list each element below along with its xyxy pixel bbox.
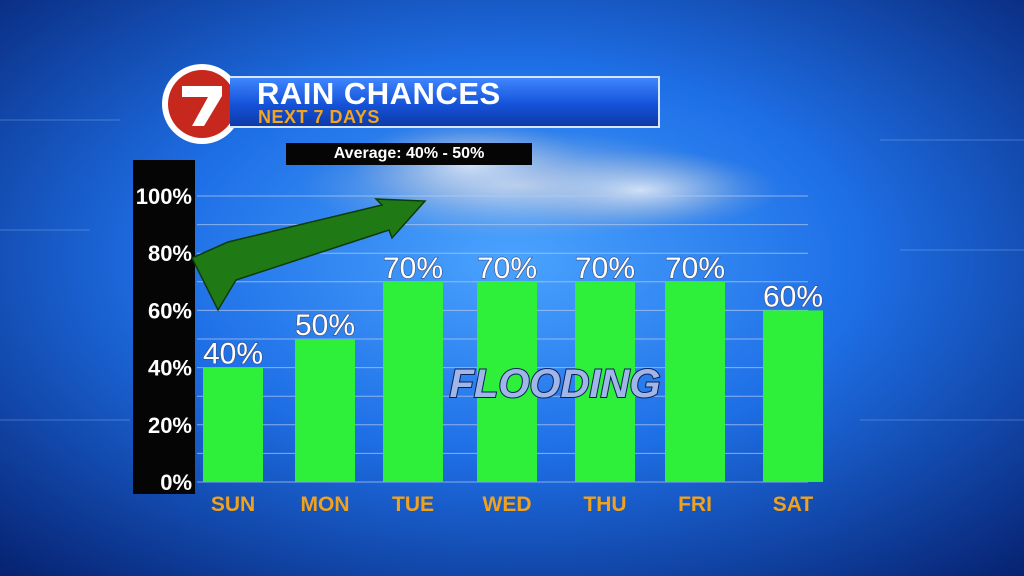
title-bar xyxy=(230,76,660,128)
bar-mon xyxy=(295,339,355,482)
value-label: 70% xyxy=(477,252,537,285)
x-tick-label: SAT xyxy=(773,493,814,516)
flooding-label: FLOODING xyxy=(449,362,660,406)
y-tick-label: 60% xyxy=(148,298,192,323)
x-tick-label: SUN xyxy=(211,493,255,516)
x-tick-label: TUE xyxy=(392,493,434,516)
value-label: 40% xyxy=(203,338,263,371)
value-label: 70% xyxy=(575,252,635,285)
bar-thu xyxy=(575,281,635,482)
x-tick-labels: SUN MON TUE WED THU FRI SAT xyxy=(211,493,814,516)
y-tick-label: 100% xyxy=(136,184,192,209)
x-tick-label: MON xyxy=(301,493,350,516)
value-label: 70% xyxy=(383,252,443,285)
y-tick-label: 80% xyxy=(148,241,192,266)
value-label: 60% xyxy=(763,280,823,313)
y-tick-labels: 0% 20% 40% 60% 80% 100% xyxy=(136,184,192,495)
y-tick-label: 40% xyxy=(148,356,192,381)
x-tick-label: WED xyxy=(483,493,532,516)
trend-arrow xyxy=(190,198,427,312)
value-label: 50% xyxy=(295,309,355,342)
bar-fri xyxy=(665,281,725,482)
y-tick-label: 20% xyxy=(148,413,192,438)
x-tick-label: FRI xyxy=(678,493,712,516)
value-labels: 40% 50% 70% 70% 70% 70% 60% xyxy=(202,251,823,371)
x-tick-label: THU xyxy=(583,493,626,516)
channel-7-logo xyxy=(162,64,242,144)
bar-tue xyxy=(383,281,443,482)
chart-subtitle: NEXT 7 DAYS xyxy=(258,107,380,127)
y-axis-panel xyxy=(133,160,195,494)
bar-sun xyxy=(203,367,263,482)
chart-title: RAIN CHANCES xyxy=(257,76,501,111)
bars xyxy=(203,281,823,482)
bar-wed xyxy=(477,281,537,482)
bar-sat xyxy=(763,310,823,482)
value-label: 70% xyxy=(665,252,725,285)
y-tick-label: 0% xyxy=(160,470,192,495)
average-label: Average: 40% - 50% xyxy=(286,143,532,165)
